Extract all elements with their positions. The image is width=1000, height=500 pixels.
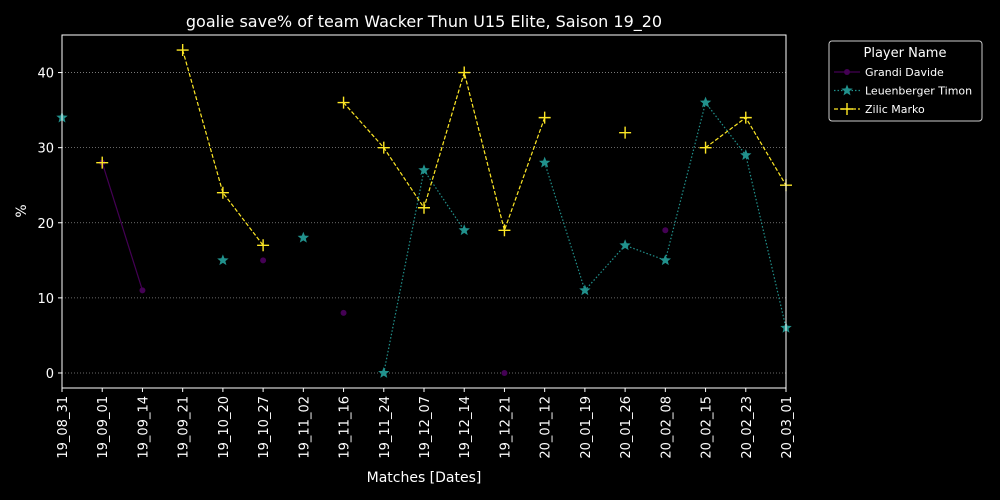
data-point bbox=[257, 239, 270, 252]
x-tick-label: 19_08_31 bbox=[56, 396, 71, 459]
y-tick-label: 10 bbox=[37, 292, 54, 307]
x-tick-label: 19_11_16 bbox=[338, 396, 353, 459]
data-point bbox=[340, 309, 347, 316]
series-line bbox=[182, 49, 264, 246]
series-layer bbox=[56, 44, 792, 378]
legend-item: Leuenberger Timon bbox=[834, 84, 972, 98]
y-axis-label: % bbox=[14, 204, 30, 217]
data-point bbox=[659, 254, 672, 266]
legend-item: Zilic Marko bbox=[834, 103, 925, 116]
x-tick-label: 19_09_01 bbox=[96, 396, 111, 459]
data-point bbox=[579, 284, 591, 296]
y-tick-label: 30 bbox=[37, 142, 54, 157]
grid-layer bbox=[62, 72, 786, 374]
data-point bbox=[377, 141, 390, 154]
x-axis-ticks: 19_08_31 19_09_01 19_09_14 19_09_21 19_10_20… bbox=[56, 388, 795, 459]
data-point bbox=[458, 224, 470, 236]
data-point bbox=[501, 369, 508, 376]
data-point bbox=[418, 201, 430, 214]
legend-items: Grandi Davide Leuenberger Timon Zilic Mark… bbox=[834, 66, 972, 116]
legend-frame bbox=[828, 40, 983, 122]
data-point bbox=[740, 149, 752, 161]
data-point bbox=[699, 96, 712, 108]
x-tick-label: 19_12_14 bbox=[458, 396, 473, 459]
data-point bbox=[297, 231, 310, 243]
y-tick-label: 20 bbox=[37, 217, 54, 232]
legend-item: Grandi Davide bbox=[834, 66, 944, 79]
x-tick-label: 20_02_15 bbox=[700, 396, 715, 459]
legend-marker bbox=[844, 69, 850, 75]
x-tick-label: 19_11_24 bbox=[378, 396, 393, 459]
data-point bbox=[739, 111, 752, 124]
series-line bbox=[343, 70, 546, 233]
data-point bbox=[458, 66, 471, 79]
data-point bbox=[96, 156, 109, 169]
x-axis-label: Matches [Dates] bbox=[367, 470, 482, 486]
data-point bbox=[337, 96, 350, 109]
data-point bbox=[378, 366, 390, 378]
series-line bbox=[101, 162, 144, 291]
series-grandi-davide bbox=[99, 159, 669, 376]
legend-label: Leuenberger Timon bbox=[865, 85, 972, 98]
x-tick-label: 19_10_27 bbox=[257, 396, 272, 459]
x-tick-label: 20_02_08 bbox=[659, 396, 674, 459]
legend-marker bbox=[841, 103, 853, 115]
x-tick-label: 19_12_07 bbox=[418, 396, 433, 459]
series-leuenberger-timon bbox=[56, 96, 792, 378]
data-point bbox=[619, 239, 631, 251]
legend-title: Player Name bbox=[864, 46, 947, 61]
y-axis-ticks: 0 10 20 30 40 bbox=[37, 67, 62, 382]
data-point bbox=[662, 227, 669, 234]
data-point bbox=[216, 186, 229, 199]
y-tick-label: 40 bbox=[37, 67, 54, 82]
data-point bbox=[538, 111, 551, 124]
x-tick-label: 19_10_20 bbox=[217, 396, 232, 459]
legend-marker bbox=[841, 84, 853, 96]
data-point bbox=[619, 126, 632, 139]
legend-label: Grandi Davide bbox=[865, 66, 944, 79]
data-point bbox=[699, 141, 712, 154]
x-tick-label: 20_01_12 bbox=[539, 396, 554, 459]
x-tick-label: 19_11_02 bbox=[297, 396, 312, 459]
x-tick-label: 20_02_23 bbox=[740, 396, 755, 459]
chart-title: goalie save% of team Wacker Thun U15 Eli… bbox=[186, 12, 662, 32]
data-point bbox=[538, 156, 551, 168]
x-tick-label: 19_12_21 bbox=[498, 396, 513, 459]
x-tick-label: 20_01_19 bbox=[579, 396, 594, 459]
series-zilic-marko bbox=[96, 44, 792, 252]
x-tick-label: 20_01_26 bbox=[619, 396, 634, 459]
data-point bbox=[498, 224, 511, 237]
x-tick-label: 19_09_14 bbox=[136, 396, 151, 459]
legend-label: Zilic Marko bbox=[865, 103, 925, 116]
data-point bbox=[176, 44, 189, 57]
data-point bbox=[217, 254, 229, 266]
x-tick-label: 19_09_21 bbox=[177, 396, 192, 459]
data-point bbox=[139, 287, 146, 294]
data-point bbox=[260, 257, 267, 264]
x-tick-label: 20_03_01 bbox=[780, 396, 795, 459]
y-tick-label: 0 bbox=[46, 367, 54, 382]
legend: Player Name Grandi Davide Leuenberger Tim… bbox=[828, 40, 983, 122]
data-point bbox=[418, 164, 430, 176]
